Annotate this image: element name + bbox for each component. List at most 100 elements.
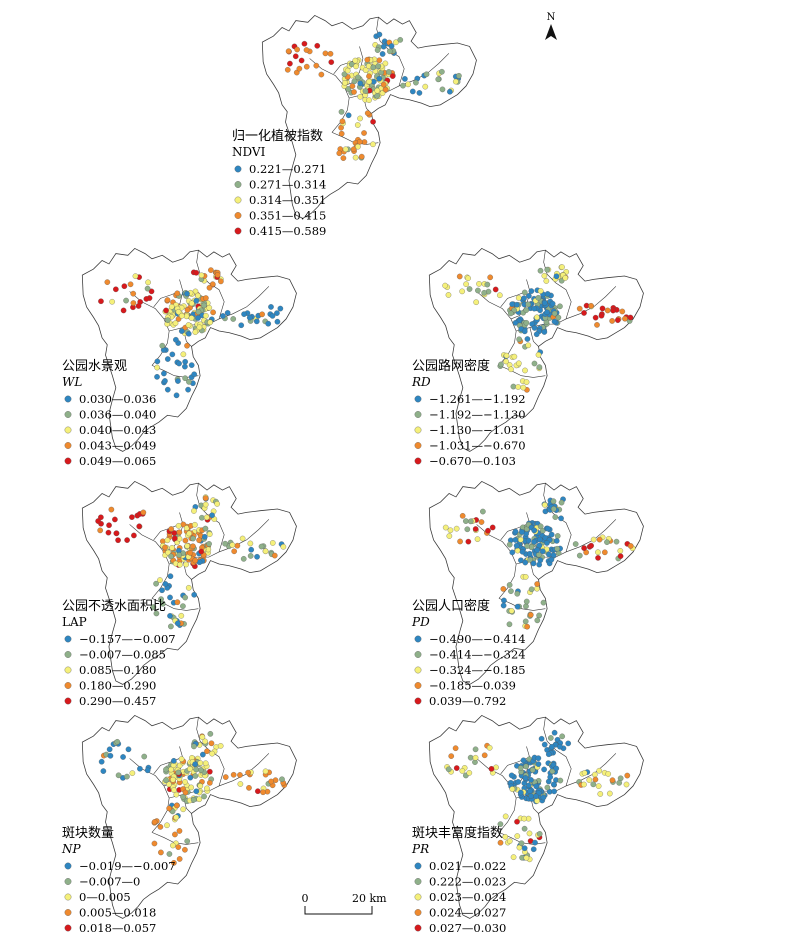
park-point — [271, 552, 278, 559]
park-point — [497, 839, 504, 846]
park-point — [230, 316, 237, 322]
park-point — [609, 318, 615, 324]
legend-swatch — [414, 651, 422, 658]
park-point — [544, 309, 550, 316]
park-point — [484, 281, 491, 288]
park-point — [402, 76, 408, 82]
legend-class-label: 0.018—0.057 — [79, 921, 156, 935]
park-point — [596, 767, 603, 774]
park-point — [187, 774, 194, 781]
park-point — [586, 777, 593, 783]
park-point — [523, 379, 530, 385]
scale-bar-line — [304, 906, 373, 915]
park-point — [274, 318, 281, 325]
park-point — [224, 310, 231, 316]
park-point — [606, 790, 613, 797]
park-point — [517, 765, 524, 771]
park-point — [191, 508, 197, 514]
park-point — [137, 765, 143, 772]
park-point — [614, 317, 621, 323]
park-point — [548, 531, 555, 538]
park-point — [167, 573, 174, 580]
park-point — [172, 535, 178, 542]
legend-swatch — [64, 924, 72, 932]
legend-class-label: 0.021—0.022 — [429, 859, 506, 873]
park-point — [517, 536, 524, 543]
park-point — [534, 798, 540, 804]
park-point — [174, 290, 181, 297]
park-point — [576, 552, 583, 559]
park-point — [370, 64, 377, 71]
park-point — [548, 735, 554, 741]
park-point — [294, 46, 300, 53]
park-point — [198, 767, 204, 773]
park-point — [544, 540, 550, 546]
park-point — [478, 519, 485, 525]
legend-class-label: 0.043—0.049 — [79, 439, 156, 453]
park-point — [199, 734, 206, 740]
park-point — [362, 67, 369, 73]
park-point — [262, 548, 269, 555]
park-point — [121, 283, 128, 290]
park-point — [442, 282, 448, 289]
park-point — [521, 845, 528, 852]
park-point — [129, 770, 136, 776]
park-point — [598, 312, 605, 319]
park-point — [459, 288, 465, 295]
park-point — [167, 594, 173, 601]
park-point — [184, 290, 190, 297]
park-point — [559, 264, 565, 270]
park-point — [498, 361, 504, 368]
park-point — [379, 51, 386, 57]
park-point — [508, 588, 514, 594]
park-point — [207, 319, 213, 326]
park-point — [168, 526, 175, 532]
park-point — [185, 585, 192, 591]
park-point — [190, 796, 197, 803]
park-point — [336, 150, 343, 157]
legend-class-label: −0.670—0.103 — [429, 454, 516, 468]
park-point — [238, 322, 245, 329]
park-point — [388, 43, 395, 49]
park-point — [131, 532, 137, 539]
park-point — [172, 831, 178, 838]
park-point — [186, 530, 193, 537]
park-point — [466, 770, 473, 776]
park-point — [446, 533, 453, 539]
park-point — [174, 620, 181, 627]
park-point — [592, 771, 598, 778]
legend-class-label: 0.314—0.351 — [249, 193, 326, 207]
park-point — [590, 536, 597, 543]
park-point — [173, 814, 180, 821]
park-point — [199, 514, 205, 521]
park-point — [143, 296, 150, 302]
park-point — [506, 838, 513, 844]
park-point — [530, 846, 537, 853]
park-point — [512, 528, 519, 535]
park-point — [164, 386, 171, 393]
park-point — [186, 379, 192, 385]
park-point — [191, 743, 197, 750]
park-point — [588, 302, 594, 309]
park-point — [617, 553, 624, 559]
park-point — [168, 766, 174, 773]
park-point — [183, 313, 190, 320]
park-point — [445, 292, 452, 298]
park-point — [162, 581, 169, 587]
park-point — [192, 773, 199, 779]
park-point — [581, 781, 587, 788]
park-point — [173, 392, 180, 399]
park-point — [151, 819, 158, 825]
park-point — [167, 613, 173, 619]
park-point — [609, 777, 616, 784]
park-point — [547, 774, 554, 780]
park-point — [182, 537, 189, 544]
park-point — [349, 83, 356, 89]
park-point — [204, 748, 210, 755]
park-point — [540, 794, 547, 801]
legend-code: NP — [61, 842, 82, 856]
legend-swatch — [64, 635, 72, 643]
park-point — [531, 305, 538, 312]
